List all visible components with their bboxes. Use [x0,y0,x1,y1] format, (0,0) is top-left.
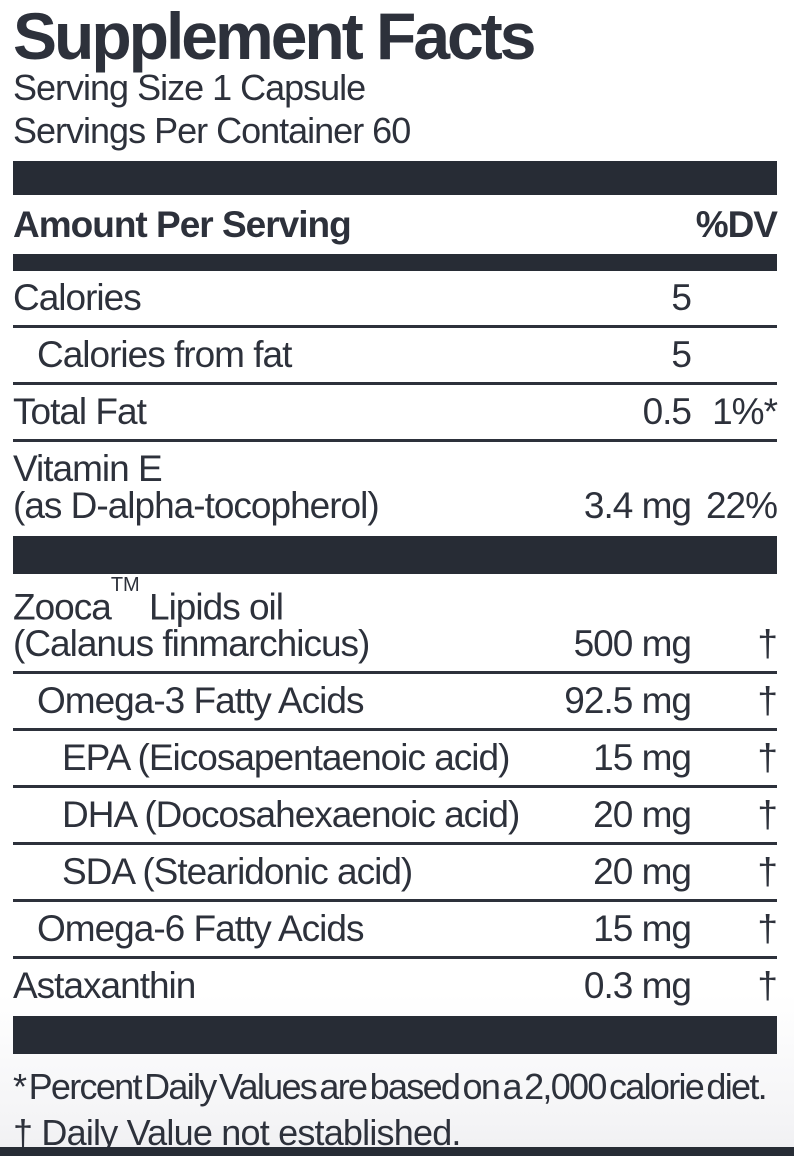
footnote-daily-value: † Daily Value not established. [13,1112,461,1154]
row-dha: DHA (Docosahexaenoic acid) 20 mg † [13,788,778,846]
nutrient-name-line2: (Calanus finmarchicus) [13,623,370,665]
nutrient-dv: † [757,908,778,950]
nutrient-dv: † [757,965,778,1007]
row-sda: SDA (Stearidonic acid) 20 mg † [13,845,778,903]
nutrient-amount: 92.5 mg [564,680,692,722]
dv-column-label: %DV [695,204,778,245]
nutrient-dv: 1%* [712,391,778,432]
brand-name: Zooca [13,586,112,628]
row-vitamin-e: Vitamin E (as D-alpha-tocopherol) 3.4 mg… [13,442,778,533]
nutrient-amount: 15 mg [593,908,692,950]
nutrient-amount: 0.5 [642,391,692,432]
nutrient-name-line1: ZoocaTM Lipids oil [13,574,561,628]
nutrient-name: Calories [13,277,142,318]
nutrient-name: ZoocaTM Lipids oil (Calanus finmarchicus… [13,574,561,665]
nutrient-amount: 500 mg [573,623,692,665]
servings-per-container: Servings Per Container 60 [13,110,411,151]
nutrient-dv: 22% [705,485,778,526]
divider-bar-header [13,254,777,271]
divider-bar-mid [13,536,777,574]
row-omega-6-fatty-acids: Omega-6 Fatty Acids 15 mg † [13,902,778,960]
nutrient-amount: 5 [671,334,692,375]
nutrient-amount: 0.3 mg [583,965,692,1007]
divider-bar-bottom [13,1016,777,1055]
nutrient-amount: 20 mg [593,794,692,836]
nutrient-name-line1: Vitamin E [13,448,163,489]
amount-per-serving-label: Amount Per Serving [13,204,352,245]
row-epa: EPA (Eicosapentaenoic acid) 15 mg † [13,731,778,789]
row-calories-from-fat: Calories from fat 5 [13,328,777,385]
nutrient-name-rest: Lipids oil [139,586,284,628]
bottom-edge-bar [0,1147,794,1156]
nutrient-name: Calories from fat [37,334,292,375]
nutrient-amount: 5 [671,277,692,318]
nutrient-name: Omega-6 Fatty Acids [37,908,364,950]
row-astaxanthin: Astaxanthin 0.3 mg † [13,959,778,1013]
nutrient-dv: † [757,794,778,836]
row-omega-3-fatty-acids: Omega-3 Fatty Acids 92.5 mg † [13,674,778,732]
row-calories: Calories 5 [13,271,777,328]
nutrient-amount: 3.4 mg [583,485,692,526]
nutrient-amount: 20 mg [593,851,692,893]
label-title: Supplement Facts [13,0,536,73]
row-total-fat: Total Fat 0.5 1%* [13,385,778,442]
nutrient-name: EPA (Eicosapentaenoic acid) [62,737,510,779]
footnote-percent-dv: * Percent Daily Values are based on a 2,… [13,1066,768,1108]
trademark-symbol: TM [110,574,140,596]
serving-size: Serving Size 1 Capsule [13,67,366,108]
nutrient-dv: † [757,851,778,893]
nutrient-name: SDA (Stearidonic acid) [62,851,413,893]
nutrient-amount: 15 mg [593,737,692,779]
nutrient-name: DHA (Docosahexaenoic acid) [62,794,520,836]
nutrient-dv: † [757,680,778,722]
nutrient-name: Vitamin E (as D-alpha-tocopherol) [13,450,561,524]
nutrient-name-line2: (as D-alpha-tocopherol) [13,485,380,526]
nutrient-name: Total Fat [13,391,147,432]
nutrient-name: Omega-3 Fatty Acids [37,680,364,722]
table-header: Amount Per Serving %DV [13,195,778,254]
nutrient-dv: † [757,737,778,779]
divider-bar-top [13,161,777,195]
nutrient-name: Astaxanthin [13,965,196,1007]
row-zooca-lipids-oil: ZoocaTM Lipids oil (Calanus finmarchicus… [13,574,778,675]
nutrient-dv: † [757,623,778,665]
footnotes: * Percent Daily Values are based on a 2,… [13,1064,777,1156]
